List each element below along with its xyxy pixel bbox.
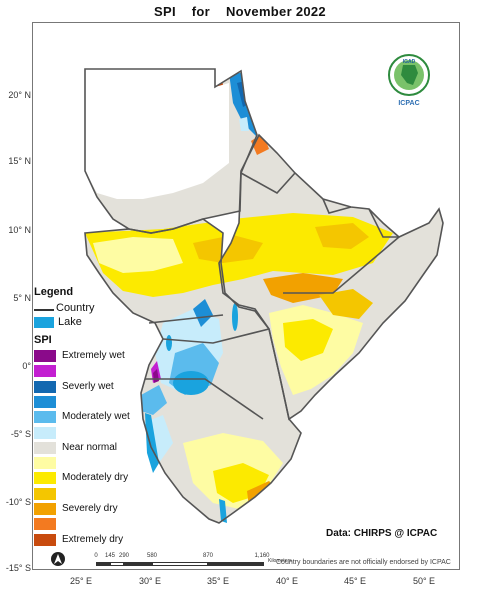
spi-label-moderately-wet: Moderately wet xyxy=(62,411,130,423)
lon-label-50e: 50° E xyxy=(412,576,436,586)
map-title: SPI for November 2022 xyxy=(0,4,480,19)
lon-label-45e: 45° E xyxy=(343,576,367,586)
scale-label-290: 290 xyxy=(118,553,130,559)
spi-label-near-normal: Near normal xyxy=(62,441,118,453)
spi-swatch-very-wet xyxy=(34,395,56,408)
lat-label-5n: 5° N xyxy=(13,293,31,303)
lake-victoria xyxy=(173,371,209,395)
spi-swatch-extremely-dry xyxy=(34,533,56,546)
lat-label-10n: 10° N xyxy=(8,225,31,235)
icpac-logo: IGAD ICPAC xyxy=(388,54,430,107)
scale-seg-2 xyxy=(110,562,124,566)
spi-swatch-near-normal xyxy=(34,441,56,454)
scale-label-145: 145 xyxy=(104,553,116,559)
logo-igad-text: IGAD xyxy=(403,59,416,65)
scale-label-580: 580 xyxy=(146,553,158,559)
lat-label-5s: -5° S xyxy=(10,429,31,439)
spi-swatch-extremely-dry-1 xyxy=(34,518,56,531)
scale-label-870: 870 xyxy=(202,553,214,559)
lake-swatch xyxy=(34,317,54,328)
lat-label-0: 0° xyxy=(22,361,31,371)
lon-label-40e: 40° E xyxy=(275,576,299,586)
lon-label-30e: 30° E xyxy=(138,576,162,586)
spi-label-extremely-dry: Extremely dry xyxy=(62,533,124,545)
lat-label-15n: 15° N xyxy=(8,156,31,166)
lon-label-35e: 35° E xyxy=(206,576,230,586)
spi-map xyxy=(84,68,444,524)
spi-label-moderately-dry: Moderately dry xyxy=(62,472,129,484)
scale-seg-1 xyxy=(96,562,110,566)
lon-label-25e: 25° E xyxy=(69,576,93,586)
scale-label-0: 0 xyxy=(94,553,98,559)
scale-label-1160: 1,160 xyxy=(254,553,270,559)
scale-seg-3 xyxy=(124,562,152,566)
scale-seg-5 xyxy=(208,562,264,566)
lat-label-20n: 20° N xyxy=(8,90,31,100)
scale-unit: Kilometers xyxy=(268,558,292,564)
lake-albert xyxy=(166,335,172,351)
spi-swatch-extremely-wet xyxy=(34,350,56,362)
title-part-3: November 2022 xyxy=(225,4,326,19)
spi-swatch-dry-2 xyxy=(34,487,56,500)
legend-title: Legend xyxy=(34,286,74,298)
logo-icpac-text: ICPAC xyxy=(398,100,419,107)
scale-seg-4 xyxy=(152,562,208,566)
title-part-1: SPI xyxy=(154,4,176,19)
lat-label-10s: -10° S xyxy=(5,497,31,507)
disclaimer: Country boundaries are not officially en… xyxy=(276,559,451,566)
spi-swatch-severely-dry xyxy=(34,503,56,515)
spi-label-severely-wet: Severly wet xyxy=(62,380,114,392)
lat-label-15s: -15° S xyxy=(5,563,31,573)
lake-malawi xyxy=(219,499,227,523)
spi-swatch-moderately-dry xyxy=(34,472,56,485)
north-arrow-icon xyxy=(51,552,65,566)
spi-swatch-slightly-wet xyxy=(34,426,56,439)
spi-swatch-very-wet-2 xyxy=(34,365,56,378)
spi-swatch-severely-wet xyxy=(34,380,56,393)
country-line-symbol xyxy=(34,309,54,311)
spi-label-severely-dry: Severely dry xyxy=(62,503,118,514)
legend-spi-title: SPI xyxy=(34,334,52,346)
spi-swatch-slightly-dry xyxy=(34,457,56,470)
legend-country-label: Country xyxy=(56,302,95,314)
lake-turkana xyxy=(232,303,238,331)
lake-tanganyika xyxy=(145,413,159,473)
data-source: Data: CHIRPS @ ICPAC xyxy=(326,528,438,539)
spi-label-extremely-wet: Extremely wet xyxy=(62,350,125,361)
spi-swatch-moderately-wet xyxy=(34,411,56,424)
legend-lake-label: Lake xyxy=(58,316,82,328)
title-part-2: for xyxy=(191,4,211,19)
map-frame: IGAD ICPAC xyxy=(32,22,460,570)
